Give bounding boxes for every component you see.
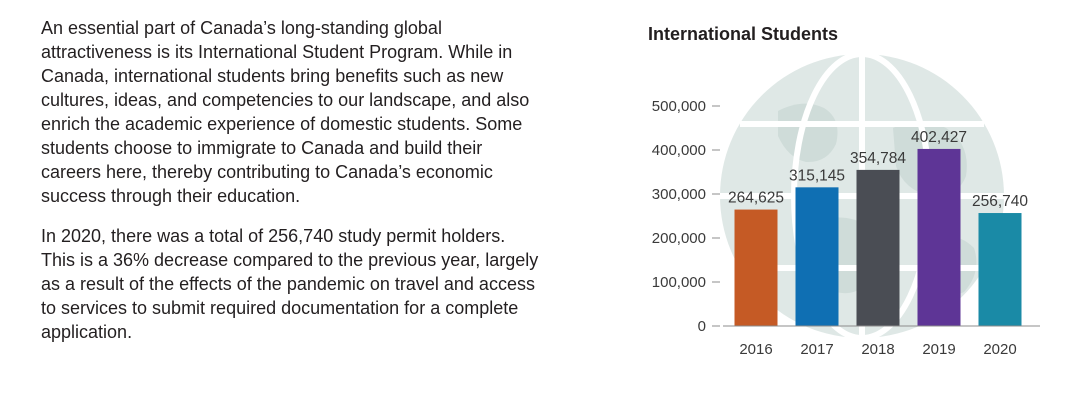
y-tick-label: 300,000: [652, 186, 706, 203]
bars-group: 264,625 2016 315,145 2017 354,784 2018 402,427…: [728, 129, 1028, 358]
x-tick-label: 2019: [922, 341, 955, 358]
y-tick-label: 500,000: [652, 98, 706, 115]
bar-2016: [734, 209, 778, 326]
intro-paragraph: An essential part of Canada’s long-stand…: [41, 18, 530, 206]
international-students-chart: 0 100,000 200,000 300,000 400,000 500,000 264…: [628, 16, 1068, 396]
y-tick-label: 400,000: [652, 142, 706, 159]
data-label-2016: 264,625: [728, 190, 784, 207]
bar-2020: [978, 213, 1022, 326]
y-tick-label: 0: [698, 318, 706, 335]
data-label-2017: 315,145: [789, 167, 845, 184]
bar-2019: [917, 148, 961, 326]
y-tick-label: 200,000: [652, 230, 706, 247]
data-label-2018: 354,784: [850, 150, 906, 167]
bar-2017: [795, 187, 839, 326]
bar-chart-canvas: 0 100,000 200,000 300,000 400,000 500,000 264…: [652, 51, 1040, 358]
data-label-2020: 256,740: [972, 193, 1028, 210]
statistics-paragraph: In 2020, there was a total of 256,740 st…: [41, 226, 539, 342]
chart-title: International Students: [648, 24, 839, 44]
x-tick-label: 2017: [800, 341, 833, 358]
bar-2018: [856, 169, 900, 326]
data-label-2019: 402,427: [911, 129, 967, 146]
y-axis: 0 100,000 200,000 300,000 400,000 500,000: [652, 98, 720, 335]
y-tick-label: 100,000: [652, 274, 706, 291]
article-body: An essential part of Canada’s long-stand…: [41, 16, 541, 344]
x-tick-label: 2016: [739, 341, 772, 358]
x-tick-label: 2020: [983, 341, 1016, 358]
x-tick-label: 2018: [861, 341, 894, 358]
